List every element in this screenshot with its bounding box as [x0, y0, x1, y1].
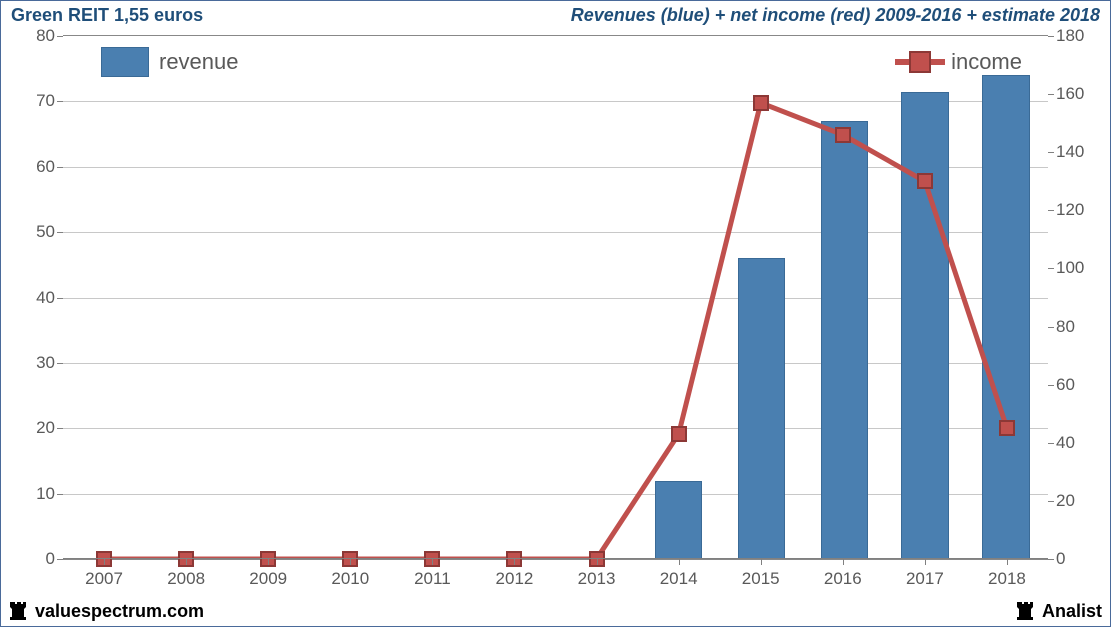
revenue-bar	[655, 481, 703, 559]
footer-left: valuespectrum.com	[9, 600, 204, 622]
y-left-tick-label: 0	[21, 549, 63, 569]
y-left-tick-label: 40	[21, 288, 63, 308]
y-left-tick-label: 60	[21, 157, 63, 177]
title-right: Revenues (blue) + net income (red) 2009-…	[571, 5, 1100, 26]
y-right-tick-label: 100	[1048, 258, 1096, 278]
y-left-tick-label: 70	[21, 91, 63, 111]
y-left-tick-label: 80	[21, 26, 63, 46]
tick-mark	[761, 559, 762, 565]
tick-mark	[679, 559, 680, 565]
tick-mark	[268, 559, 269, 565]
y-left-tick-label: 30	[21, 353, 63, 373]
income-marker	[835, 127, 851, 143]
y-right-tick-label: 40	[1048, 433, 1096, 453]
y-right-tick-label: 180	[1048, 26, 1096, 46]
income-marker	[671, 426, 687, 442]
income-marker	[999, 420, 1015, 436]
income-marker	[917, 173, 933, 189]
legend-income-label: income	[951, 49, 1022, 75]
revenue-bar	[821, 121, 869, 559]
header: Green REIT 1,55 euros Revenues (blue) + …	[1, 1, 1110, 29]
tick-mark	[597, 559, 598, 565]
y-left-tick-label: 10	[21, 484, 63, 504]
tick-mark	[925, 559, 926, 565]
legend-income-swatch	[895, 51, 945, 73]
legend-revenue-label: revenue	[159, 49, 239, 75]
y-right-tick-label: 60	[1048, 375, 1096, 395]
y-right-tick-label: 160	[1048, 84, 1096, 104]
footer-right-label: Analist	[1042, 601, 1102, 622]
y-right-tick-label: 0	[1048, 549, 1096, 569]
tick-mark	[432, 559, 433, 565]
revenue-bar	[901, 92, 949, 559]
revenue-bar	[982, 75, 1030, 559]
y-right-tick-label: 140	[1048, 142, 1096, 162]
footer-left-label: valuespectrum.com	[35, 601, 204, 622]
rook-icon	[9, 600, 29, 622]
tick-mark	[843, 559, 844, 565]
legend-income: income	[895, 49, 1022, 75]
y-left-tick-label: 20	[21, 418, 63, 438]
legend-revenue-swatch	[101, 47, 149, 77]
plot-area: 0102030405060708002040608010012014016018…	[63, 35, 1048, 560]
rook-icon	[1016, 600, 1036, 622]
income-marker	[753, 95, 769, 111]
x-axis-baseline	[63, 558, 1048, 559]
tick-mark	[1007, 559, 1008, 565]
tick-mark	[350, 559, 351, 565]
y-right-tick-label: 20	[1048, 491, 1096, 511]
tick-mark	[104, 559, 105, 565]
title-left: Green REIT 1,55 euros	[11, 5, 203, 26]
tick-mark	[186, 559, 187, 565]
chart-frame: Green REIT 1,55 euros Revenues (blue) + …	[0, 0, 1111, 627]
legend-revenue: revenue	[101, 47, 239, 77]
y-left-tick-label: 50	[21, 222, 63, 242]
y-right-tick-label: 120	[1048, 200, 1096, 220]
tick-mark	[514, 559, 515, 565]
y-right-tick-label: 80	[1048, 317, 1096, 337]
footer-right: Analist	[1016, 600, 1102, 622]
revenue-bar	[738, 258, 786, 559]
